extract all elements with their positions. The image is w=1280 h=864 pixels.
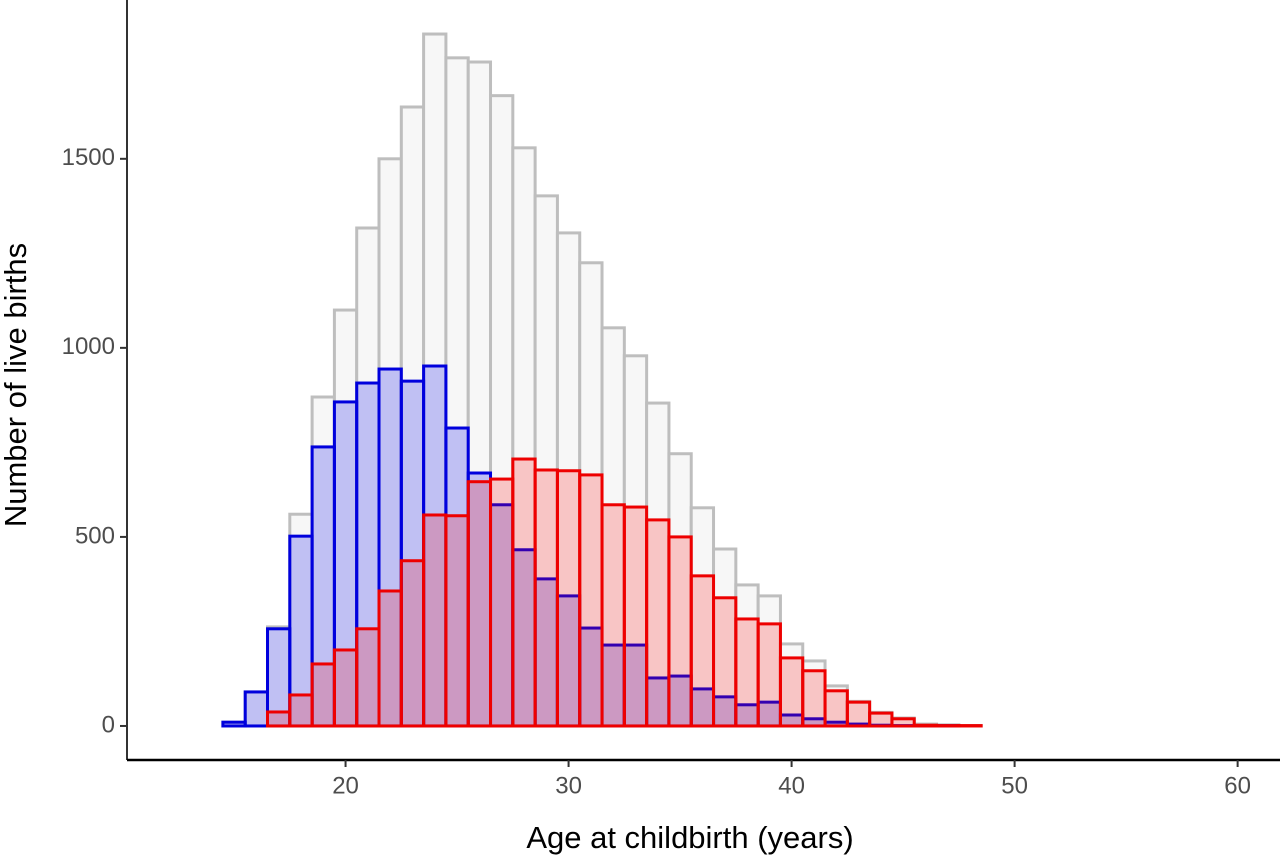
bar	[890, 717, 916, 728]
x-tick-label: 20	[332, 772, 359, 799]
bar	[444, 514, 470, 728]
bar	[422, 513, 448, 728]
x-tick-label: 60	[1224, 772, 1251, 799]
bar	[310, 662, 336, 728]
bar	[622, 505, 649, 728]
bar	[689, 574, 716, 728]
bar	[332, 648, 359, 728]
x-axis-title: Age at childbirth (years)	[526, 820, 853, 855]
y-tick-label: 1000	[62, 333, 115, 360]
y-tick-label: 1500	[62, 144, 115, 171]
bar	[868, 711, 894, 728]
bar	[712, 596, 738, 728]
bar	[221, 720, 247, 728]
bar	[667, 535, 693, 728]
bar	[355, 627, 381, 728]
bar	[823, 689, 849, 728]
bar	[288, 693, 314, 728]
x-tick-label: 50	[1001, 772, 1028, 799]
bar	[845, 700, 872, 728]
x-tick-label: 40	[778, 772, 805, 799]
bar	[489, 477, 515, 728]
bar	[600, 503, 626, 728]
bar	[533, 468, 559, 728]
bar	[377, 589, 403, 728]
y-axis-title: Number of live births	[0, 243, 33, 527]
bar	[756, 622, 782, 728]
bar	[243, 690, 270, 728]
bar	[466, 480, 493, 728]
bar	[266, 710, 292, 728]
bar	[645, 518, 671, 728]
bar	[801, 669, 827, 728]
y-tick-label: 0	[102, 711, 115, 738]
y-tick-label: 500	[75, 522, 115, 549]
bar	[399, 559, 426, 728]
x-tick-label: 30	[555, 772, 582, 799]
bar	[734, 617, 760, 728]
bar	[555, 469, 582, 728]
bar	[912, 723, 939, 728]
bar	[578, 473, 604, 728]
bar	[778, 656, 805, 728]
bar	[511, 457, 537, 728]
